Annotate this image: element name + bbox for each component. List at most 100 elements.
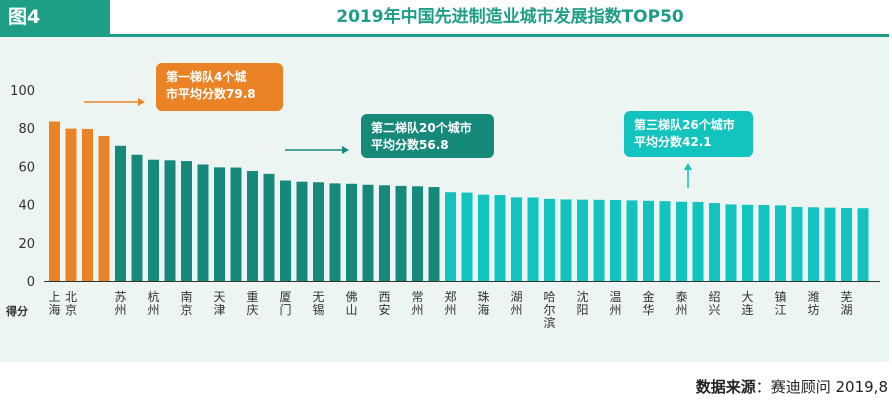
x-tick-label: 潍坊 [807, 290, 819, 317]
bar-9 [181, 161, 192, 281]
bar-3 [82, 128, 93, 281]
source-label: 数据来源 [695, 378, 756, 396]
tier-1-callout-line2: 市平均分数79.8 [166, 87, 256, 101]
bar-46 [791, 206, 803, 281]
bar-30 [527, 197, 539, 281]
tier-1-callout-line1: 第一梯队4个城 [166, 70, 247, 84]
bar-35 [610, 200, 621, 281]
bar-2 [65, 128, 77, 281]
y-tick-label: 20 [18, 237, 35, 252]
tier-3-callout: 第三梯队26个城市 平均分数42.1 [624, 111, 753, 157]
bar-19 [346, 183, 357, 281]
bar-14 [263, 173, 275, 281]
y-tick-label: 60 [18, 160, 35, 175]
bar-44 [758, 204, 770, 281]
header-divider [0, 34, 889, 37]
header: 图4 2019年中国先进制造业城市发展指数TOP50 [0, 0, 889, 34]
x-tick-label: 沈阳 [576, 289, 588, 317]
bar-7 [148, 159, 159, 281]
x-tick-label: 厦门 [279, 290, 291, 317]
y-axis-label: 得分 [5, 304, 28, 318]
bar-20 [362, 184, 374, 281]
x-tick-label: 金华 [642, 289, 654, 317]
bar-32 [560, 199, 572, 281]
x-tick-label: 南京 [180, 289, 192, 317]
source-text: 赛迪顾问 2019,8 [770, 378, 888, 396]
x-tick-label: 镇江 [774, 290, 786, 317]
bar-18 [329, 183, 341, 281]
bar-10 [197, 164, 209, 281]
bar-24 [428, 187, 440, 281]
x-tick-label: 上海 [48, 290, 60, 317]
source-separator: ： [755, 378, 771, 396]
bar-4 [98, 136, 110, 281]
x-tick-label: 常州 [411, 290, 423, 317]
x-tick-label: 绍兴 [708, 290, 720, 317]
bar-42 [725, 204, 737, 281]
x-tick-label: 杭州 [147, 289, 159, 317]
bar-48 [824, 207, 836, 281]
bar-5 [115, 145, 126, 281]
bar-38 [659, 201, 671, 281]
bar-47 [808, 207, 819, 281]
tier-1-arrow-head [138, 98, 145, 106]
y-tick-label: 80 [18, 122, 35, 137]
bar-12 [230, 167, 242, 281]
bar-11 [214, 167, 225, 281]
bar-29 [511, 197, 522, 281]
bar-27 [478, 194, 489, 281]
bar-40 [692, 201, 704, 281]
bar-45 [775, 205, 786, 281]
bar-31 [544, 198, 555, 281]
figure-tab: 图4 [0, 0, 110, 34]
x-tick-label: 佛山 [345, 290, 357, 317]
bar-22 [395, 185, 407, 281]
bar-41 [709, 203, 720, 281]
tier-2-callout-line2: 平均分数56.8 [371, 138, 449, 152]
data-source: 数据来源：赛迪顾问 2019,8 [696, 376, 888, 397]
tier-2-callout-line1: 第二梯队20个城市 [371, 121, 472, 135]
figure-label: 图4 [8, 6, 41, 28]
bar-43 [742, 204, 753, 281]
bar-36 [626, 200, 638, 281]
x-tick-label: 无锡 [312, 290, 324, 317]
bar-21 [379, 185, 390, 281]
bar-16 [296, 181, 308, 281]
bar-13 [247, 170, 258, 281]
tier-1-callout: 第一梯队4个城 市平均分数79.8 [156, 63, 283, 111]
x-tick-label: 哈尔滨 [543, 290, 555, 330]
y-tick-label: 100 [10, 84, 35, 99]
tier-2-arrow-head [342, 146, 349, 154]
tier-3-callout-line2: 平均分数42.1 [634, 135, 712, 149]
bar-37 [643, 200, 654, 281]
x-tick-label: 北京 [65, 290, 77, 317]
bar-39 [676, 201, 687, 281]
bar-1 [49, 121, 60, 281]
x-tick-label: 芜湖 [840, 290, 852, 317]
x-tick-label: 郑州 [444, 289, 456, 317]
bar-28 [494, 195, 506, 281]
tier-3-arrow-head [684, 163, 692, 170]
bar-26 [461, 192, 473, 281]
x-tick-label: 大连 [741, 290, 753, 317]
x-tick-label: 苏州 [114, 290, 126, 317]
x-tick-label: 温州 [609, 290, 621, 317]
bar-8 [164, 160, 176, 281]
tier-3-callout-line1: 第三梯队26个城市 [634, 118, 735, 132]
x-tick-label: 珠海 [477, 290, 489, 317]
tier-2-callout: 第二梯队20个城市 平均分数56.8 [361, 114, 494, 158]
bar-6 [131, 154, 143, 281]
x-tick-label: 天津 [213, 290, 225, 317]
chart-title: 2019年中国先进制造业城市发展指数TOP50 [336, 7, 684, 27]
y-tick-label: 0 [27, 275, 35, 290]
x-tick-label: 重庆 [246, 290, 258, 317]
x-tick-label: 湖州 [510, 289, 522, 317]
bar-33 [577, 199, 588, 281]
bar-25 [445, 192, 456, 281]
bar-49 [841, 208, 852, 281]
bar-34 [593, 199, 605, 281]
bar-23 [412, 186, 423, 281]
bar-15 [280, 180, 291, 281]
y-tick-label: 40 [18, 199, 35, 214]
